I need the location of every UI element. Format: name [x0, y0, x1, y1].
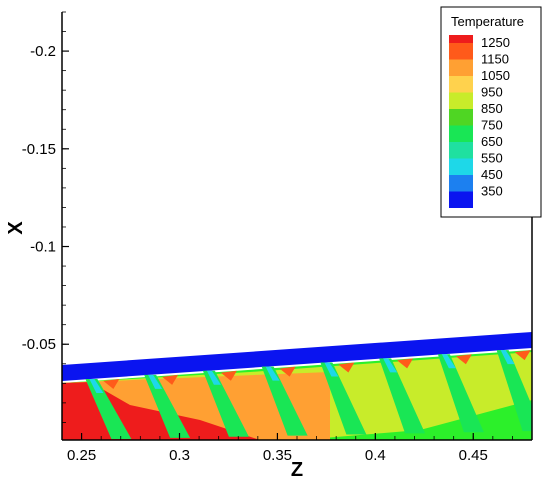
x-tick-label: 0.4 [365, 447, 386, 464]
legend-label: 1050 [481, 68, 510, 83]
y-tick-label: -0.15 [22, 141, 56, 158]
x-tick-label: 0.35 [263, 447, 292, 464]
jet-core [206, 370, 221, 385]
coolant-jet [261, 366, 308, 436]
coolant-jets [85, 350, 532, 439]
coolant-jet [202, 370, 249, 437]
jet-core [383, 358, 398, 373]
y-axis-ticks: -0.2 -0.15 -0.1 -0.05 [22, 11, 69, 423]
coolant-jet [437, 354, 484, 433]
coolant-jet [320, 362, 367, 435]
x-axis-title: Z [291, 459, 303, 481]
legend-swatch [449, 92, 473, 109]
legend-title: Temperature [451, 14, 524, 29]
legend-swatch [449, 125, 473, 142]
x-tick-label: 0.3 [169, 447, 190, 464]
hot-spot [220, 370, 237, 381]
x-tick-label: 0.45 [459, 447, 488, 464]
coolant-jet [496, 350, 532, 432]
y-axis-title: X [5, 221, 27, 235]
hot-spot [279, 366, 296, 377]
legend-label: 350 [481, 184, 503, 199]
jet-core [324, 362, 339, 377]
hot-spot [455, 354, 472, 365]
legend-swatch [449, 175, 473, 192]
hot-spot [162, 374, 179, 385]
legend-label: 550 [481, 151, 503, 166]
coolant-jet [85, 378, 132, 439]
coolant-jet [144, 374, 191, 438]
legend-label: 1150 [481, 52, 509, 67]
legend-swatch [449, 142, 473, 159]
legend-label: 950 [481, 85, 503, 100]
legend-swatch [449, 191, 473, 208]
x-axis-ticks: 0.25 0.3 0.35 0.4 0.45 [61, 433, 533, 464]
legend-label: 1250 [481, 35, 510, 50]
y-tick-label: -0.2 [30, 43, 56, 60]
y-tick-label: -0.05 [22, 336, 56, 353]
cold-band [62, 332, 532, 381]
hot-spot [514, 350, 531, 361]
legend-swatch [449, 109, 473, 126]
hot-spot [103, 378, 120, 389]
jet-core [500, 350, 515, 365]
legend-label: 750 [481, 118, 503, 133]
coolant-jet [379, 358, 426, 434]
y-tick-label: -0.1 [30, 239, 56, 256]
legend-swatch [449, 43, 473, 60]
jet-core [265, 366, 280, 381]
legend-swatch [449, 158, 473, 175]
jet-core [89, 378, 104, 393]
legend-swatch [449, 59, 473, 76]
jet-core [441, 354, 456, 369]
jet-core [148, 374, 163, 389]
hot-spot [397, 358, 414, 369]
legend-top-swatch [449, 35, 473, 43]
legend-swatch [449, 76, 473, 93]
legend-label: 450 [481, 167, 503, 182]
legend-label: 650 [481, 134, 503, 149]
legend-label: 850 [481, 101, 503, 116]
hot-spot [338, 362, 355, 373]
x-tick-label: 0.25 [67, 447, 96, 464]
